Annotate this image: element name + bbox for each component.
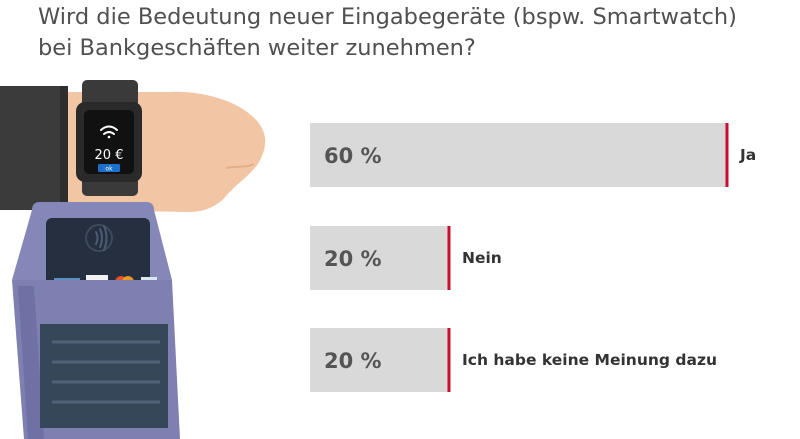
watch-amount: 20 € [95, 148, 124, 163]
category-label-1: Ja [739, 146, 756, 164]
category-label-2: Nein [462, 249, 502, 267]
watch-ok-label: ok [105, 166, 113, 173]
bar-3 [310, 328, 449, 392]
watch-screen [84, 110, 134, 174]
value-label-2: 20 % [324, 247, 382, 271]
chart-title-line-1: Wird die Bedeutung neuer Eingabegeräte (… [38, 4, 737, 30]
bar-end-marker-3 [447, 328, 451, 392]
watch-ok-button [98, 164, 120, 172]
wrist-with-smartwatch: 20 € ok [0, 80, 266, 212]
terminal-nfc-circle [85, 224, 113, 252]
bar-series: 60 % Ja 20 % Nein 20 % Ich habe keine Meinung… [310, 123, 756, 392]
chart-title: Wird die Bedeutung neuer Eingabegeräte (… [38, 2, 798, 64]
contactless-icon [100, 125, 118, 139]
category-label-3: Ich habe keine Meinung dazu [462, 351, 717, 369]
chart-title-line-2: bei Bankgeschäften weiter zunehmen? [38, 35, 476, 61]
knuckle-crease [225, 163, 255, 169]
payment-terminal [12, 202, 180, 439]
terminal-screen [46, 218, 150, 292]
value-label-1: 60 % [324, 144, 382, 168]
terminal-keypad-lines [52, 340, 160, 404]
value-label-3: 20 % [324, 349, 382, 373]
bar-2 [310, 226, 449, 290]
bar-1 [310, 123, 727, 187]
terminal-body-side [18, 286, 44, 439]
sleeve-cuff [60, 86, 68, 210]
terminal-contactless-icon [95, 225, 108, 251]
jacket-sleeve [0, 86, 68, 210]
smartwatch-terminal-illustration: 20 € ok [0, 80, 266, 439]
bar-end-marker-1 [725, 123, 729, 187]
bar-end-marker-2 [447, 226, 451, 290]
